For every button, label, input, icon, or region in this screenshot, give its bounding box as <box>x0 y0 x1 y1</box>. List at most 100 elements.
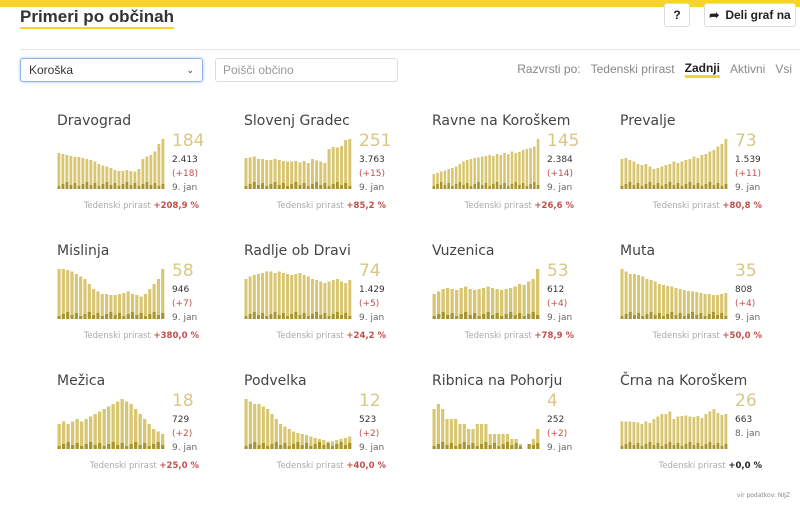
sort-option-active[interactable]: Aktivni <box>729 62 766 76</box>
total-cases: 2.413 <box>172 155 198 165</box>
trend-bar <box>331 280 335 319</box>
trend-bar-new <box>111 442 115 449</box>
trend-bar <box>462 161 465 189</box>
trend-bar-new <box>137 186 141 189</box>
sort-option-all[interactable]: Vsi <box>775 62 792 76</box>
trend-bar-new <box>122 316 126 319</box>
trend-bar-new <box>436 444 440 449</box>
trend-bar-new <box>664 184 668 189</box>
trend-bar <box>628 160 632 189</box>
trend-bar-new <box>283 443 287 449</box>
share-button[interactable]: ➦ Deli graf na <box>704 3 796 27</box>
trend-bar-new <box>331 314 335 319</box>
date: 9. jan <box>172 183 198 193</box>
municipality-name: Podvelka <box>244 373 307 389</box>
trend-bar-new <box>696 183 700 189</box>
trend-bar-new <box>117 186 121 189</box>
trend-bar-new <box>484 442 488 449</box>
trend-bar-new <box>492 443 497 449</box>
trend-bar <box>475 424 479 449</box>
trend-bar <box>692 417 696 449</box>
trend-bar-new <box>666 314 670 319</box>
trend-bar <box>107 406 111 449</box>
trend-bar <box>684 415 688 449</box>
sort-option-latest[interactable]: Zadnji <box>684 62 720 78</box>
trend-bar-new <box>482 314 486 319</box>
trend-bar-new <box>624 314 628 319</box>
trend-bar <box>724 139 728 189</box>
region-value: Koroška <box>29 63 74 77</box>
trend-bar-new <box>256 185 260 189</box>
trend-bar <box>344 283 348 319</box>
trend-bar-new <box>656 443 660 449</box>
trend-bar <box>323 163 327 189</box>
new-cases: (+15) <box>359 169 386 179</box>
trend-bar <box>640 424 644 449</box>
sort-option-weekly-growth[interactable]: Tedenski prirast <box>590 62 675 76</box>
trend-bar-new <box>716 183 720 189</box>
trend-bar <box>343 438 347 449</box>
municipality-card: Vuzenica 53 612 (+4) 9. jan Tedenski prirast … <box>432 243 592 363</box>
trend-bar-new <box>77 186 81 189</box>
trend-bar <box>125 170 129 189</box>
weekly-growth-value: +380,0 % <box>153 331 199 341</box>
trend-bar-new <box>244 186 248 189</box>
trend-bar <box>662 285 665 319</box>
trend-bar <box>292 431 296 449</box>
trend-bar <box>484 156 488 189</box>
trend-bar <box>509 288 513 319</box>
trend-bar-new <box>126 314 130 319</box>
date: 9. jan <box>359 313 385 323</box>
municipality-search-input[interactable]: Poišči občino <box>215 58 398 82</box>
weekly-growth: Tedenski prirast +25,0 % <box>90 461 199 471</box>
trend-bar <box>441 289 445 319</box>
trend-bar-new <box>145 182 149 189</box>
municipality-name: Muta <box>620 243 656 259</box>
trend-bar-new <box>344 183 348 189</box>
trend-bar-new <box>84 444 88 449</box>
trend-bar <box>672 161 676 189</box>
region-select[interactable]: Koroška ⌄ <box>20 58 203 82</box>
weekly-growth-label: Tedenski prirast <box>276 461 344 471</box>
municipality-name: Vuzenica <box>432 243 495 259</box>
trend-bar <box>340 281 343 319</box>
trend-bar <box>480 156 484 189</box>
trend-bar <box>636 164 640 189</box>
trend-bar-new <box>79 316 83 319</box>
trend-bar-new <box>265 316 269 319</box>
trend-bar-new <box>152 444 156 449</box>
trend-bar-new <box>80 446 84 449</box>
trend-bar <box>688 159 692 189</box>
weekly-growth-label: Tedenski prirast <box>83 201 151 211</box>
active-cases: 74 <box>359 261 381 281</box>
trend-bar-new <box>636 443 640 449</box>
trend-bar <box>649 280 653 319</box>
trend-bar-new <box>636 183 640 189</box>
divider <box>20 49 800 50</box>
trend-bar-new <box>261 183 265 189</box>
date: 9. jan <box>172 443 198 453</box>
trend-bar-new <box>302 183 306 189</box>
trend-bar-new <box>678 313 682 319</box>
trend-bar-new <box>277 185 281 189</box>
trend-bar-new <box>107 444 111 449</box>
trend-bar <box>437 291 441 319</box>
trend-bar-new <box>134 442 138 449</box>
weekly-growth: Tedenski prirast +50,0 % <box>653 331 762 341</box>
trend-bar-new <box>300 445 304 449</box>
trend-bar-new <box>96 313 100 319</box>
trend-bar <box>641 276 645 319</box>
trend-bar-new <box>290 314 294 319</box>
weekly-growth-label: Tedenski prirast <box>464 201 532 211</box>
help-button[interactable]: ? <box>664 3 690 27</box>
trend-bar-new <box>315 312 319 319</box>
trend-bar <box>696 158 700 189</box>
trend-bar <box>492 434 497 449</box>
trend-bar-new <box>248 444 252 449</box>
trend-bar-new <box>692 445 696 449</box>
trend-bar <box>253 404 257 449</box>
trend-bar <box>283 426 287 449</box>
trend-bar <box>102 409 106 449</box>
trend-bar-new <box>653 315 657 319</box>
total-cases: 808 <box>735 285 753 295</box>
